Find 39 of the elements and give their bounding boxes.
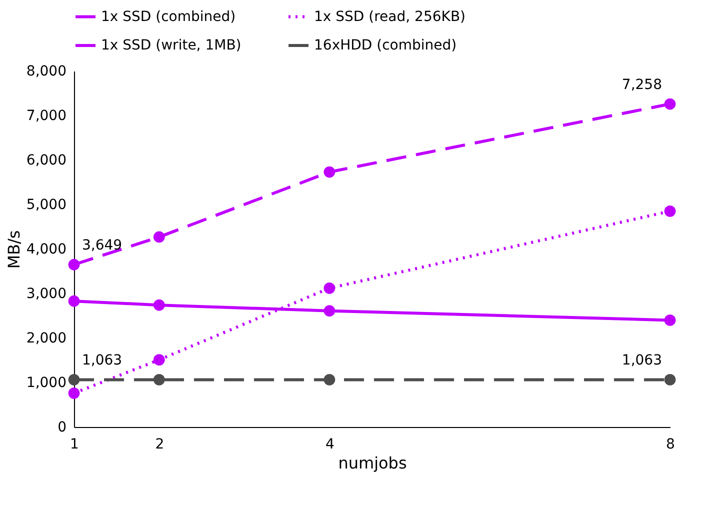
point [153,354,165,366]
legend-label: 1x SSD (combined) [101,8,236,25]
point [664,205,676,217]
y-tick-label: 7,000 [26,108,66,124]
point [324,374,336,386]
y-tick-label: 0 [58,420,66,436]
point [664,98,676,110]
legend-label: 16xHDD (combined) [314,38,457,54]
point [324,282,336,294]
data-label: 3,649 [82,238,122,254]
y-tick-label: 2,000 [26,330,66,346]
x-tick-label: 8 [666,436,675,452]
point [324,305,336,317]
point [153,231,165,243]
x-tick-label: 2 [155,436,164,452]
y-tick-label: 8,000 [26,64,66,80]
point [68,374,80,386]
point [324,166,336,178]
point [68,295,80,307]
point [68,258,80,270]
y-tick-label: 3,000 [26,286,66,302]
point [153,374,165,386]
point [664,374,676,386]
data-label: 1,063 [82,352,122,369]
data-label: 7,258 [622,77,662,94]
y-tick-label: 5,000 [26,197,66,213]
legend-label: 1x SSD (read, 256KB) [314,8,466,25]
data-label: 1,063 [622,352,662,369]
y-tick-label: 6,000 [26,152,66,168]
x-tick-label: 1 [70,436,79,452]
point [153,299,165,311]
point [664,314,676,326]
y-tick-label: 4,000 [26,242,66,258]
point [68,387,80,399]
legend-label: 1x SSD (write, 1MB) [101,38,242,54]
y-tick-label: 1,000 [26,375,66,391]
x-axis-title: numjobs [338,454,407,472]
x-tick-label: 4 [325,436,334,452]
y-axis-title: MB/s [4,230,24,269]
